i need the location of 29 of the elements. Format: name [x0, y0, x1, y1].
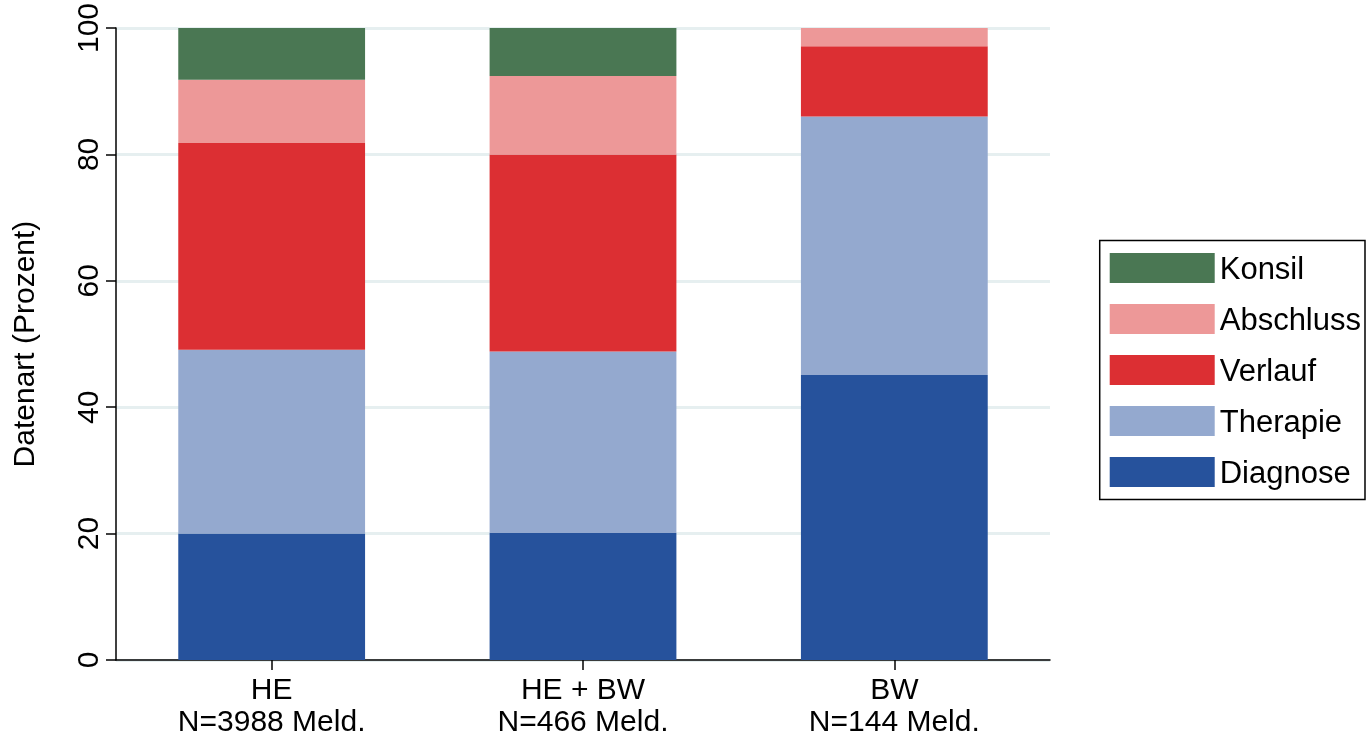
bar: [800, 28, 988, 47]
bar: [178, 533, 366, 660]
legend-label: Konsil: [1219, 250, 1305, 286]
y-tick-label: 80: [70, 137, 104, 172]
bar: [178, 28, 366, 80]
y-tick-label: 60: [70, 264, 104, 298]
bar: [178, 79, 366, 144]
x-tick-label: HE N=3988 Meld.: [177, 671, 366, 737]
bar: [800, 116, 988, 375]
y-tick-label: 0: [70, 651, 104, 669]
bar: [800, 374, 988, 660]
bar: [489, 532, 677, 660]
bar: [800, 46, 988, 117]
bar: [489, 28, 677, 77]
x-tick-label: HE + BW N=466 Meld.: [497, 671, 669, 737]
legend-label: Verlauf: [1219, 352, 1317, 388]
y-tick-label: 40: [70, 390, 104, 424]
legend-label: Diagnose: [1219, 454, 1351, 490]
bar: [489, 351, 677, 533]
bar: [489, 76, 677, 155]
legend-label: Therapie: [1219, 403, 1343, 439]
bar: [178, 349, 366, 534]
bar: [489, 154, 677, 352]
bar: [178, 143, 366, 350]
legend-label: Abschluss: [1219, 301, 1362, 337]
y-axis-title: Datenart (Prozent): [6, 220, 40, 468]
x-tick-label: BW N=144 Meld.: [808, 671, 980, 737]
y-tick-label: 100: [70, 3, 104, 54]
y-tick-label: 20: [70, 516, 104, 551]
